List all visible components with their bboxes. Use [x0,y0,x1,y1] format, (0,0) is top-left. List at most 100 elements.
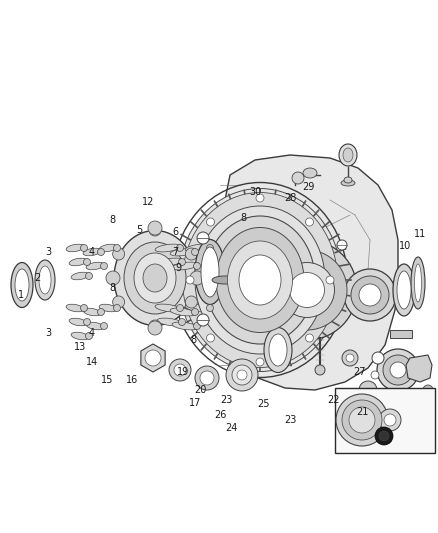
Ellipse shape [15,269,29,301]
Ellipse shape [191,248,198,255]
Circle shape [145,350,161,366]
Ellipse shape [99,244,117,252]
Ellipse shape [264,327,292,373]
Ellipse shape [239,255,281,305]
Ellipse shape [179,319,186,326]
Circle shape [148,221,162,235]
Ellipse shape [170,308,196,316]
Ellipse shape [185,304,211,312]
Ellipse shape [99,304,117,312]
Ellipse shape [390,362,406,378]
Text: 8: 8 [190,335,196,345]
Ellipse shape [344,269,396,321]
Text: 16: 16 [126,375,138,385]
Text: 2: 2 [34,273,40,283]
Ellipse shape [124,242,186,314]
Circle shape [256,358,264,366]
Ellipse shape [397,271,411,309]
Circle shape [106,271,120,285]
Circle shape [256,194,264,202]
Text: 28: 28 [284,193,296,203]
Ellipse shape [290,272,325,308]
Text: 3: 3 [45,328,51,338]
Ellipse shape [201,247,219,297]
Text: 14: 14 [86,357,98,367]
Ellipse shape [157,258,183,266]
Ellipse shape [134,253,176,303]
Ellipse shape [195,206,325,354]
Circle shape [206,218,215,226]
Circle shape [149,224,161,236]
Ellipse shape [344,177,352,183]
Circle shape [371,371,379,379]
Ellipse shape [195,366,219,390]
Ellipse shape [114,230,196,326]
Ellipse shape [342,400,382,440]
Text: 21: 21 [356,407,368,417]
Ellipse shape [349,407,375,433]
Ellipse shape [212,276,238,284]
Ellipse shape [83,248,101,256]
Circle shape [375,427,393,445]
Circle shape [305,334,314,342]
Ellipse shape [169,359,191,381]
Ellipse shape [98,248,105,255]
Circle shape [149,320,161,332]
Ellipse shape [267,250,347,330]
Ellipse shape [69,258,87,266]
Ellipse shape [81,245,88,252]
Ellipse shape [177,245,184,252]
Ellipse shape [195,239,225,304]
Ellipse shape [206,304,213,311]
Ellipse shape [113,304,120,311]
Ellipse shape [157,318,183,326]
Ellipse shape [85,272,92,279]
Polygon shape [141,344,165,372]
Ellipse shape [155,244,181,252]
Text: 8: 8 [109,283,115,293]
Ellipse shape [411,257,425,309]
Text: 22: 22 [327,395,339,405]
Circle shape [359,381,377,399]
Ellipse shape [279,262,335,318]
Text: 23: 23 [220,395,232,405]
Ellipse shape [379,409,401,431]
Ellipse shape [185,244,211,252]
Ellipse shape [303,168,317,178]
Ellipse shape [66,304,84,312]
Ellipse shape [232,365,252,385]
Text: 9: 9 [175,263,181,273]
Circle shape [186,276,194,284]
Ellipse shape [194,262,201,270]
Text: 20: 20 [194,385,206,395]
Text: 3: 3 [45,247,51,257]
Ellipse shape [69,318,87,326]
Text: 24: 24 [225,423,237,433]
Text: 15: 15 [101,375,113,385]
Text: 13: 13 [74,342,86,352]
Polygon shape [406,355,432,382]
Ellipse shape [205,216,315,344]
Ellipse shape [179,189,342,372]
Text: 27: 27 [354,367,366,377]
Circle shape [337,240,347,250]
Text: 26: 26 [214,410,226,420]
Ellipse shape [155,304,181,312]
Text: 11: 11 [414,229,426,239]
Ellipse shape [113,245,120,252]
Ellipse shape [179,259,186,265]
Ellipse shape [174,364,186,376]
Text: 23: 23 [284,415,296,425]
Polygon shape [215,155,398,390]
Ellipse shape [83,308,101,316]
Circle shape [197,232,209,244]
Circle shape [292,172,304,184]
Text: 19: 19 [177,367,189,377]
Ellipse shape [66,244,84,252]
Ellipse shape [84,259,91,265]
Ellipse shape [414,264,421,302]
Ellipse shape [377,349,419,391]
Circle shape [342,350,358,366]
Ellipse shape [343,148,353,162]
Circle shape [190,271,204,285]
